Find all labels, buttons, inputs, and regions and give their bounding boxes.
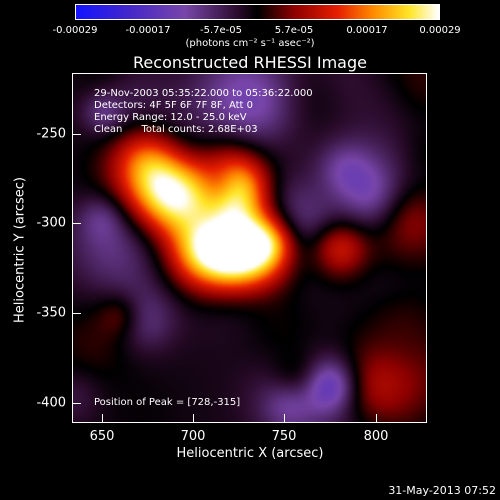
info-line-detectors: Detectors: 4F 5F 6F 7F 8F, Att 0 bbox=[94, 100, 254, 111]
colorbar-tick: 0.00017 bbox=[346, 25, 388, 36]
info-line-time: 29-Nov-2003 05:35:22.000 to 05:36:22.000 bbox=[94, 88, 313, 99]
x-axis-label: Heliocentric X (arcsec) bbox=[176, 446, 324, 461]
colorbar-unit-label: (photons cm⁻² s⁻¹ asec⁻²) bbox=[185, 38, 315, 49]
image-plot bbox=[72, 73, 427, 423]
colorbar-tick: -5.7e-05 bbox=[200, 25, 242, 36]
x-tick-label: 800 bbox=[363, 429, 389, 444]
y-tick-label: -250 bbox=[36, 126, 66, 142]
x-tick-label: 650 bbox=[89, 429, 115, 444]
colorbar bbox=[75, 4, 440, 20]
y-tick-label: -400 bbox=[36, 395, 66, 411]
x-tick-label: 700 bbox=[180, 429, 206, 444]
peak-position-label: Position of Peak = [728,-315] bbox=[94, 397, 241, 408]
y-tick-mark bbox=[73, 134, 81, 135]
x-tick-mark bbox=[376, 414, 377, 422]
y-tick-mark bbox=[73, 223, 81, 224]
colorbar-tick: -0.00029 bbox=[52, 25, 98, 36]
info-line-energy: Energy Range: 12.0 - 25.0 keV bbox=[94, 112, 247, 123]
y-tick-label: -350 bbox=[36, 305, 66, 321]
y-tick-label: -300 bbox=[36, 215, 66, 231]
info-line-clean: Clean Total counts: 2.68E+03 bbox=[94, 124, 258, 135]
colorbar-tick: -0.00017 bbox=[125, 25, 171, 36]
x-tick-label: 750 bbox=[271, 429, 297, 444]
y-tick-mark bbox=[73, 313, 81, 314]
y-tick-mark bbox=[73, 403, 81, 404]
colorbar-tick: 0.00029 bbox=[419, 25, 461, 36]
x-tick-mark bbox=[284, 414, 285, 422]
colorbar-tick: 5.7e-05 bbox=[274, 25, 314, 36]
reconstructed-image bbox=[73, 74, 426, 422]
x-tick-mark bbox=[193, 414, 194, 422]
x-tick-mark bbox=[102, 414, 103, 422]
plot-title: Reconstructed RHESSI Image bbox=[133, 53, 367, 72]
y-axis-label: Heliocentric Y (arcsec) bbox=[12, 177, 28, 323]
timestamp: 31-May-2013 07:52 bbox=[388, 484, 496, 497]
